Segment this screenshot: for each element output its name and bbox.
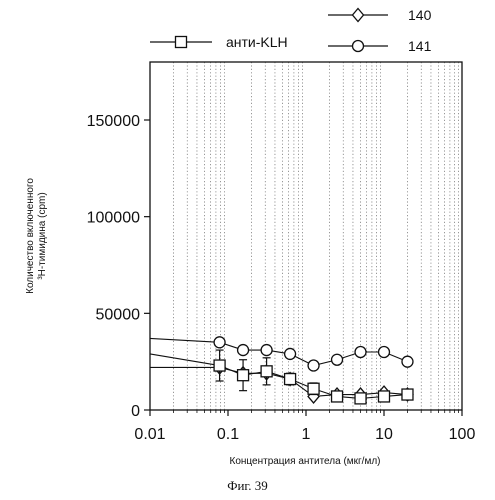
- series-anti-klh-point: [214, 360, 225, 371]
- legend-marker: [176, 37, 187, 48]
- figure-caption: Фиг. 39: [0, 478, 495, 494]
- y-tick-label: 50000: [96, 306, 141, 323]
- axis-ticks: 0.01 0.1 1 10 100 0 50000 100000 150000: [87, 113, 476, 443]
- grid: [173, 62, 458, 410]
- series-141-baseline: [150, 338, 220, 342]
- series-140: [150, 361, 413, 403]
- series-141-point: [285, 348, 296, 359]
- series-anti-klh-point: [332, 391, 343, 402]
- legend-item-141: 141: [328, 38, 432, 54]
- legend-label: 140: [408, 7, 432, 23]
- legend-label: анти-KLH: [226, 34, 288, 50]
- series-anti-klh-baseline: [150, 354, 220, 366]
- series-anti-klh-point: [355, 393, 366, 404]
- series-141-point: [355, 347, 366, 358]
- series-anti-klh-point: [261, 366, 272, 377]
- series-anti-klh-point: [285, 374, 296, 385]
- series-141-point: [214, 337, 225, 348]
- x-tick-label: 10: [375, 426, 393, 443]
- series-141: [150, 337, 413, 371]
- series-141-point: [332, 354, 343, 365]
- x-tick-label: 100: [449, 426, 476, 443]
- x-axis-label: Концентрация антитела (мкг/мл): [230, 456, 381, 467]
- series-141-point: [402, 356, 413, 367]
- y-axis-label-line2: ³H-тимидина (cpm): [37, 192, 48, 279]
- legend-item-140: 140: [328, 7, 432, 23]
- x-tick-label: 0.1: [217, 426, 239, 443]
- series-anti-klh-point: [402, 389, 413, 400]
- series-anti-klh-point: [238, 370, 249, 381]
- legend: 140 141 анти-KLH: [150, 7, 432, 54]
- series-anti-klh-point: [379, 391, 390, 402]
- legend-label: 141: [408, 38, 432, 54]
- y-tick-label: 0: [131, 403, 140, 420]
- x-tick-label: 0.01: [134, 426, 165, 443]
- series-141-point: [238, 345, 249, 356]
- y-tick-label: 100000: [87, 210, 140, 227]
- series-anti-klh-point: [308, 383, 319, 394]
- y-tick-label: 150000: [87, 113, 140, 130]
- legend-marker: [353, 41, 364, 52]
- legend-marker: [353, 9, 364, 22]
- series: [150, 337, 413, 404]
- series-141-point: [308, 360, 319, 371]
- legend-item-anti-klh: анти-KLH: [150, 34, 288, 50]
- y-axis-label-line1: Количество включенного: [25, 178, 36, 294]
- x-tick-label: 1: [302, 426, 311, 443]
- series-141-point: [261, 345, 272, 356]
- series-141-point: [379, 347, 390, 358]
